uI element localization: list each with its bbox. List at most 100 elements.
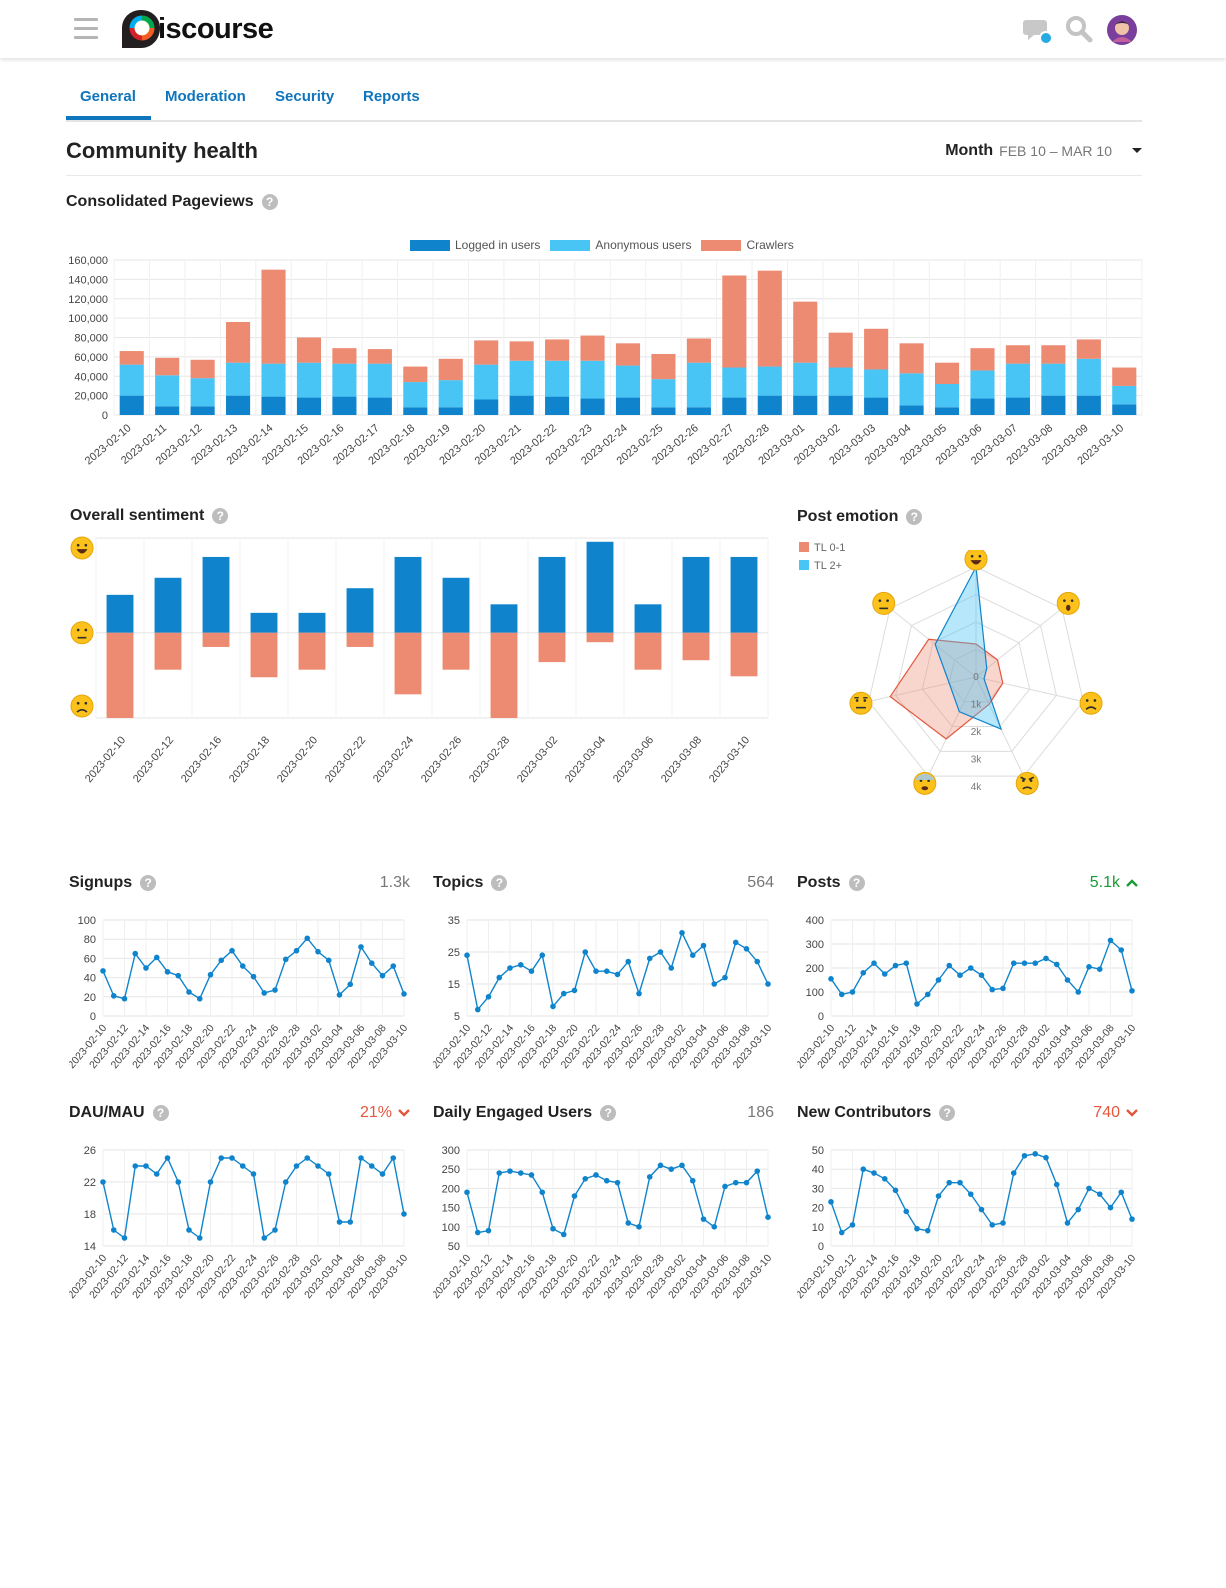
data-point: [1107, 1204, 1114, 1211]
y-tick-label: 20: [812, 1203, 824, 1215]
data-point: [100, 1179, 106, 1185]
metric-value: 5.1k: [1090, 874, 1138, 892]
bar-logged-in-users: [899, 405, 924, 415]
help-icon[interactable]: ?: [491, 875, 508, 891]
user-avatar[interactable]: [1106, 14, 1137, 45]
help-icon[interactable]: ?: [906, 509, 923, 525]
disgusted-face-icon: [849, 691, 873, 715]
bar-anonymous-users: [226, 362, 251, 396]
sentiment-title-text: Overall sentiment: [70, 507, 205, 524]
bar-crawlers: [226, 322, 251, 363]
bar-crawlers: [828, 332, 853, 368]
data-point: [860, 1166, 867, 1172]
bar-anonymous-users: [934, 384, 960, 408]
metric-value: 1.3k: [380, 874, 410, 892]
discourse-logo[interactable]: iscourse: [120, 8, 274, 50]
radar-spoke: [889, 608, 977, 678]
radar-series-1: [934, 564, 1003, 731]
data-point: [1086, 964, 1092, 970]
bar-positive: [346, 588, 374, 633]
bar-negative: [682, 632, 710, 661]
bar-positive: [106, 594, 134, 633]
bar-logged-in-users: [545, 396, 570, 415]
data-point: [722, 974, 728, 981]
radar-ring: [868, 566, 1084, 777]
bar-logged-in-users: [1005, 397, 1030, 415]
x-tick-label: 2023-02-20: [275, 734, 320, 785]
metric-value-text: 1.3k: [379, 874, 410, 891]
data-point: [100, 968, 106, 974]
data-point: [1010, 1170, 1017, 1176]
y-tick-label: 50: [812, 1145, 824, 1157]
data-point: [614, 1179, 621, 1186]
help-icon[interactable]: ?: [261, 194, 278, 210]
legend-tl2[interactable]: TL 2+: [799, 557, 845, 575]
period-selector[interactable]: Month FEB 10 – MAR 10: [945, 142, 1142, 160]
data-point: [528, 968, 535, 974]
trend-down-icon: [1126, 1109, 1138, 1117]
help-icon[interactable]: ?: [140, 875, 157, 891]
search-icon[interactable]: [1064, 14, 1094, 44]
data-point: [1118, 1189, 1125, 1196]
help-icon[interactable]: ?: [848, 875, 865, 891]
data-point: [935, 977, 942, 983]
bar-anonymous-users: [438, 380, 463, 408]
tab-moderation[interactable]: Moderation: [165, 88, 246, 105]
caret-down-icon: [1132, 148, 1142, 153]
bar-logged-in-users: [828, 395, 853, 415]
bar-crawlers: [1041, 345, 1066, 364]
metric-card-dau-mau[interactable]: DAU/MAU? 21% 26 22 18 14 2023-02-10 2023-02-12 2…: [69, 1104, 414, 1319]
bar-logged-in-users: [864, 397, 889, 415]
legend-logged[interactable]: Logged in users: [410, 238, 540, 252]
data-point: [625, 1220, 632, 1226]
data-point: [1010, 960, 1017, 966]
metric-title-text: Daily Engaged Users: [433, 1104, 593, 1121]
bar-crawlers: [1005, 345, 1030, 364]
y-tick-label: 40: [84, 973, 96, 985]
metric-card-posts[interactable]: Posts? 5.1k 400 300 200 100 0 2023-02-10 2023-02…: [797, 874, 1142, 1089]
help-icon[interactable]: ?: [212, 508, 229, 524]
help-icon[interactable]: ?: [152, 1105, 169, 1121]
bar-crawlers: [757, 270, 782, 367]
y-tick-label: 60: [84, 953, 96, 965]
legend-anon[interactable]: Anonymous users: [550, 238, 691, 252]
bar-negative: [394, 632, 422, 695]
metric-card-new-contributors[interactable]: New Contributors? 740 50 40 30 20 10 0 2023-02-1…: [797, 1104, 1142, 1319]
data-point: [732, 1179, 739, 1186]
data-point: [625, 958, 632, 965]
tab-general[interactable]: General: [80, 88, 136, 105]
bar-crawlers: [722, 275, 747, 368]
help-icon[interactable]: ?: [600, 1105, 617, 1121]
tab-reports[interactable]: Reports: [363, 88, 420, 105]
pageviews-title: Consolidated Pageviews ?: [66, 193, 278, 211]
metric-card-topics[interactable]: Topics? 564 35 25 15 5 2023-02-10 2023-02-12 202…: [433, 874, 778, 1089]
legend-tl01[interactable]: TL 0-1: [799, 539, 845, 557]
bar-anonymous-users: [757, 366, 782, 396]
y-tick-label: 0: [818, 1011, 824, 1023]
legend-crawlers[interactable]: Crawlers: [701, 238, 794, 252]
hamburger-menu-icon[interactable]: [74, 18, 98, 39]
data-point: [485, 1227, 492, 1234]
bar-logged-in-users: [296, 397, 322, 415]
trend-up-icon: [1126, 879, 1138, 887]
data-point: [560, 990, 567, 997]
metric-card-daily-engaged-users[interactable]: Daily Engaged Users? 186 300 250 200 150 100 50…: [433, 1104, 778, 1319]
tab-security[interactable]: Security: [275, 88, 335, 105]
trend-down-icon: [398, 1109, 410, 1117]
x-tick-label: 2023-02-18: [227, 734, 272, 785]
metric-card-signups[interactable]: Signups? 1.3k 100 80 60 40 20 0 2023-02-10 2023-0…: [69, 874, 414, 1089]
metric-value: 21%: [360, 1104, 410, 1122]
data-point: [668, 965, 675, 971]
data-point: [250, 973, 257, 980]
data-point: [272, 1227, 278, 1233]
bar-negative: [442, 632, 470, 670]
bar-logged-in-users: [934, 407, 960, 415]
data-point: [379, 1171, 386, 1177]
chat-icon[interactable]: [1022, 14, 1053, 45]
data-point: [903, 1208, 910, 1215]
data-point: [132, 950, 139, 957]
help-icon[interactable]: ?: [939, 1105, 956, 1121]
data-point: [1021, 1152, 1028, 1159]
data-point: [978, 972, 985, 978]
legend-tl01-label: TL 0-1: [814, 542, 846, 554]
